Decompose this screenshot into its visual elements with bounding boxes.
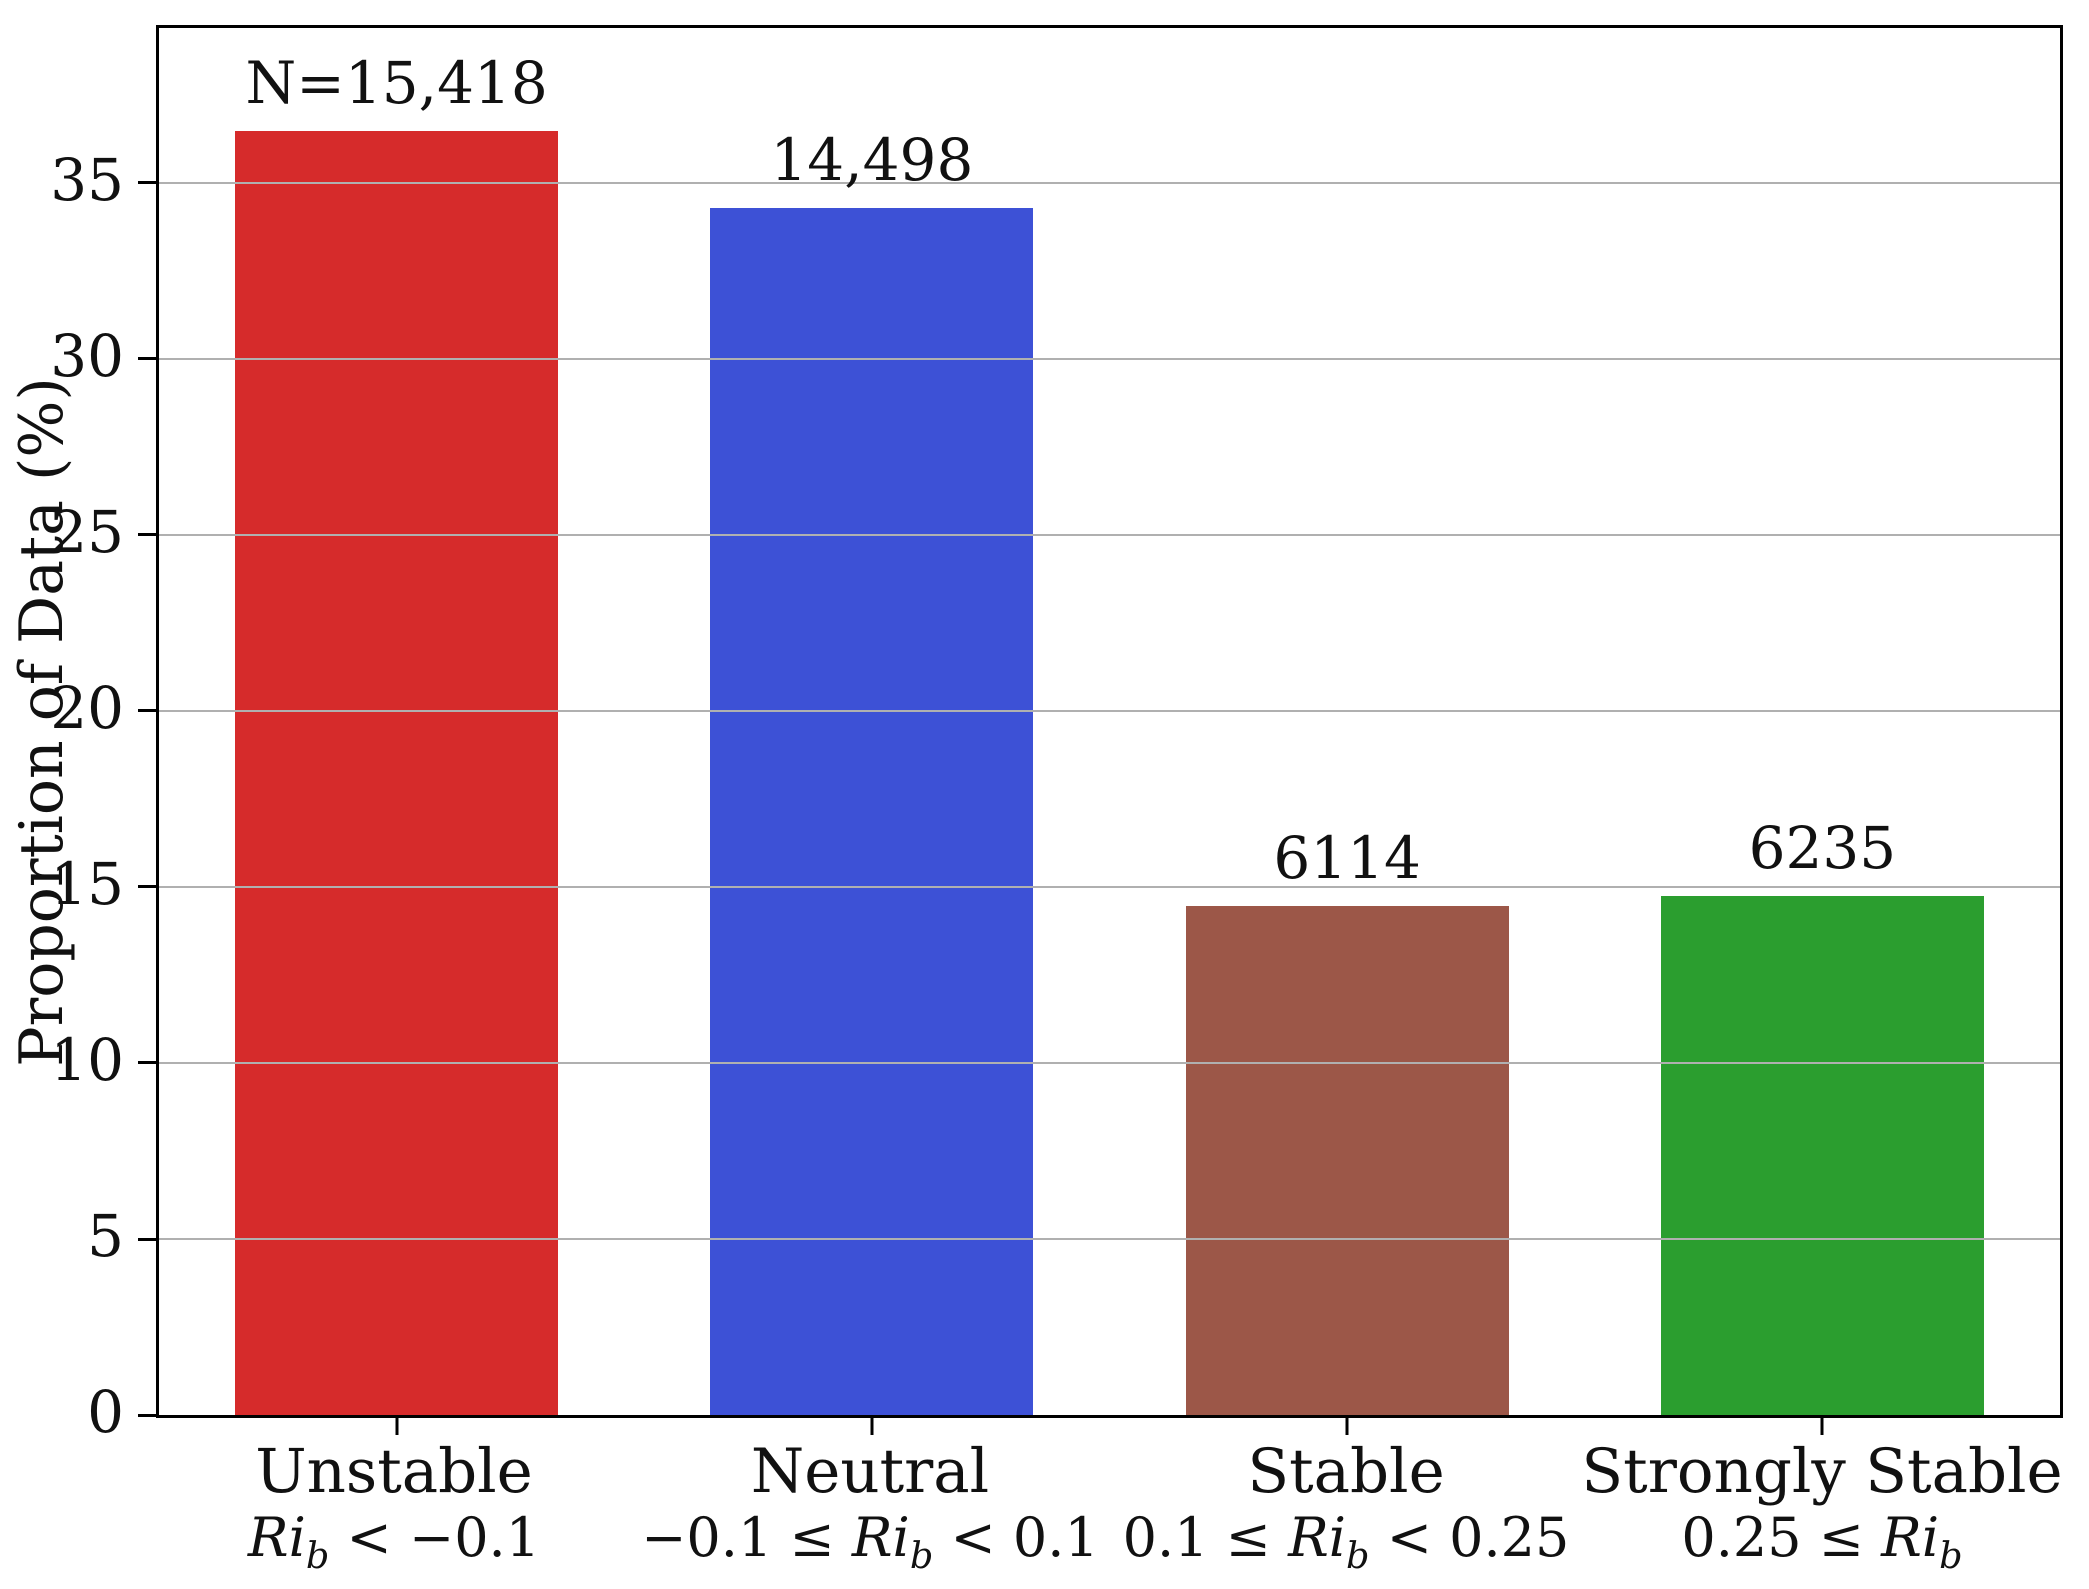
y-tick-label-10: 10 — [50, 1025, 124, 1094]
category-name: Stable — [1247, 1436, 1445, 1507]
ri-variable: Rib — [1288, 1506, 1370, 1577]
bar-count-label-strongly-stable: 6235 — [1748, 813, 1897, 882]
y-tick-label-20: 20 — [50, 673, 124, 742]
y-gridline-15 — [159, 885, 2060, 888]
category-name: Neutral — [750, 1436, 990, 1507]
condition-suffix: < 0.25 — [1369, 1506, 1570, 1570]
y-gridline-30 — [159, 357, 2060, 360]
y-gridline-25 — [159, 533, 2060, 536]
category-condition: Rib < −0.1 — [248, 1508, 540, 1576]
y-tick-mark-5 — [138, 1237, 156, 1241]
y-tick-mark-30 — [138, 357, 156, 361]
y-tick-label-30: 30 — [50, 321, 124, 390]
condition-suffix: < 0.1 — [933, 1506, 1099, 1570]
y-gridline-10 — [159, 1061, 2060, 1064]
y-tick-label-15: 15 — [50, 849, 124, 918]
bar-neutral — [710, 207, 1034, 1415]
x-tick-mark-0 — [395, 1415, 399, 1435]
condition-prefix: −0.1 ≤ — [641, 1506, 852, 1570]
y-tick-mark-15 — [138, 885, 156, 889]
ri-variable: Rib — [247, 1506, 330, 1577]
bar-unstable — [235, 130, 559, 1415]
y-gridline-20 — [159, 709, 2060, 712]
y-tick-mark-0 — [138, 1413, 156, 1417]
ri-variable: Rib — [1881, 1506, 1963, 1577]
x-label-strongly-stable: Strongly Stable 0.25 ≤ Rib — [1581, 1436, 2063, 1576]
category-condition: 0.1 ≤ Rib < 0.25 — [1123, 1508, 1570, 1576]
category-name: Strongly Stable — [1581, 1436, 2063, 1507]
x-axis-category-labels: Unstable Rib < −0.1 Neutral −0.1 ≤ Rib <… — [0, 1436, 2089, 1589]
category-name: Unstable — [255, 1436, 533, 1507]
bar-stable — [1185, 905, 1509, 1415]
y-gridline-5 — [159, 1238, 2060, 1240]
x-tick-mark-3 — [1820, 1415, 1824, 1435]
y-tick-mark-20 — [138, 709, 156, 713]
x-label-neutral: Neutral −0.1 ≤ Rib < 0.1 — [641, 1436, 1099, 1576]
plot-area: N=15,418 14,498 6114 6235 — [138, 25, 2063, 1435]
bar-strongly-stable — [1660, 895, 1984, 1415]
category-condition: 0.25 ≤ Rib — [1581, 1508, 2062, 1576]
y-tick-label-25: 25 — [50, 497, 124, 566]
y-tick-label-0: 0 — [87, 1378, 124, 1446]
bar-count-label-neutral: 14,498 — [770, 125, 974, 194]
x-tick-mark-1 — [870, 1415, 874, 1435]
y-tick-mark-25 — [138, 533, 156, 537]
y-tick-mark-10 — [138, 1061, 156, 1065]
y-tick-label-35: 35 — [50, 145, 124, 214]
y-tick-label-5: 5 — [87, 1202, 124, 1270]
x-tick-mark-2 — [1345, 1415, 1349, 1435]
condition-suffix: < −0.1 — [329, 1506, 541, 1570]
bar-count-label-stable: 6114 — [1273, 823, 1421, 892]
y-tick-mark-35 — [138, 181, 156, 185]
y-axis-tick-labels: 0 5 10 15 20 25 30 35 — [0, 25, 140, 1441]
bar-count-label-unstable: N=15,418 — [245, 48, 548, 117]
ri-variable: Rib — [851, 1506, 934, 1577]
condition-prefix: 0.25 ≤ — [1681, 1506, 1882, 1570]
category-condition: −0.1 ≤ Rib < 0.1 — [641, 1508, 1099, 1576]
x-label-stable: Stable 0.1 ≤ Rib < 0.25 — [1123, 1436, 1570, 1576]
condition-prefix: 0.1 ≤ — [1122, 1506, 1289, 1570]
y-gridline-35 — [159, 181, 2060, 184]
x-label-unstable: Unstable Rib < −0.1 — [248, 1436, 540, 1576]
